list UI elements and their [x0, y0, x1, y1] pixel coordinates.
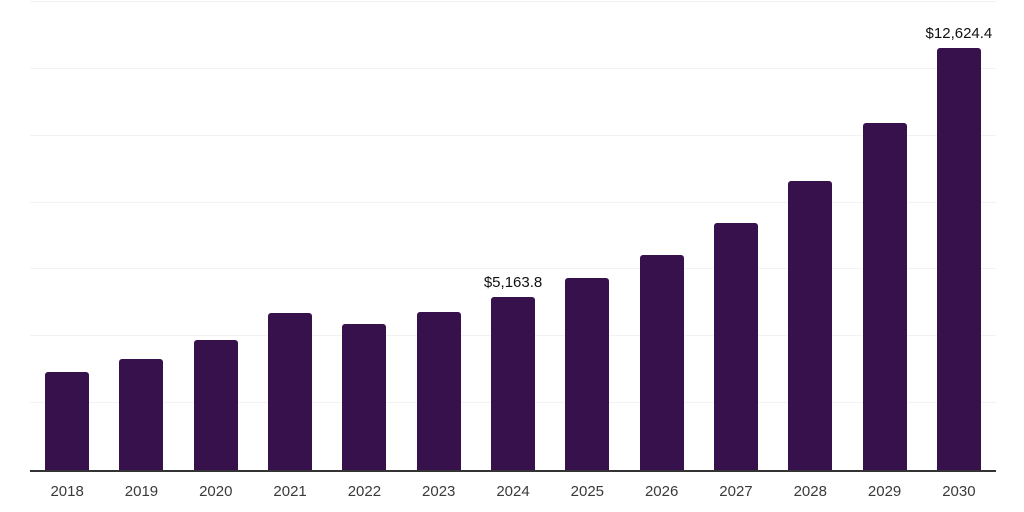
gridline [30, 268, 996, 270]
gridline [30, 134, 996, 136]
bar-cell [402, 2, 476, 470]
bar-2018 [45, 372, 90, 470]
bar-2027 [713, 223, 758, 470]
bar-2021 [268, 313, 313, 470]
bar-cell [847, 2, 921, 470]
x-tick-label: 2029 [867, 483, 902, 500]
bar-2024: $5,163.8 [484, 274, 542, 470]
bar-2029 [862, 122, 907, 470]
x-tick-label: 2030 [942, 483, 976, 500]
bar-2028 [788, 180, 833, 470]
x-tick-label: 2021 [273, 483, 307, 500]
x-tick-label: 2027 [719, 483, 753, 500]
bar-cell [625, 2, 699, 470]
x-tick-label: 2018 [50, 483, 84, 500]
x-tick-label: 2028 [793, 483, 827, 500]
gridline [30, 201, 996, 203]
bar-cell [253, 2, 327, 470]
bar-cell [699, 2, 773, 470]
gridline [30, 67, 996, 69]
bar-2025 [565, 278, 610, 470]
bar-2019 [119, 359, 164, 470]
bar-cell [179, 2, 253, 470]
bar-value-label: $5,163.8 [483, 274, 543, 292]
gridline [30, 1, 996, 2]
bar-2030: $12,624.4 [926, 25, 992, 470]
bar-cell [30, 2, 104, 470]
bars-container: $5,163.8 $12,624.4 [30, 2, 996, 470]
bar-2026 [639, 254, 684, 470]
x-tick-label: 2025 [570, 483, 605, 500]
bar-cell [550, 2, 624, 470]
bar-cell: $12,624.4 [922, 2, 996, 470]
bar-2022 [342, 323, 387, 470]
bar-2023 [416, 312, 461, 470]
x-tick-label: 2023 [422, 483, 456, 500]
bar-cell: $5,163.8 [476, 2, 550, 470]
bar-cell [327, 2, 401, 470]
x-tick-label: 2019 [124, 483, 159, 500]
plot-area: $5,163.8 $12,624.4 [30, 1, 996, 472]
x-tick-label: 2022 [347, 483, 382, 500]
bar-value-label: $12,624.4 [925, 24, 993, 42]
bar-cell [104, 2, 178, 470]
x-tick-label: 2020 [199, 483, 233, 500]
bar-cell [773, 2, 847, 470]
x-axis: 2018 2019 2020 2021 2022 2023 2024 2025 2026 2027… [30, 483, 996, 500]
x-tick-label: 2026 [644, 483, 679, 500]
bar-2020 [193, 339, 238, 470]
x-tick-label: 2024 [496, 483, 530, 500]
